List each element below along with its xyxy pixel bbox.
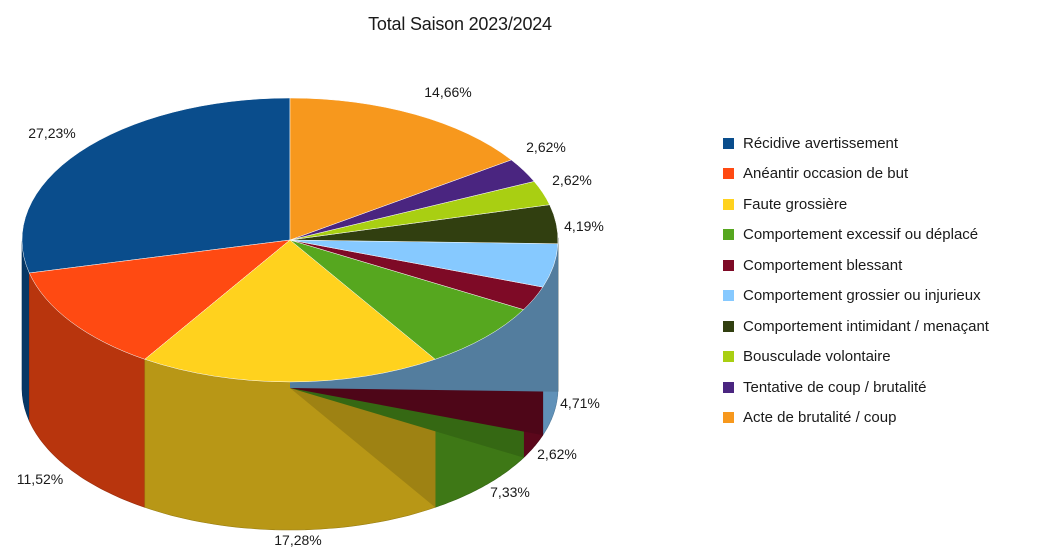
legend-swatch bbox=[723, 259, 734, 271]
data-label-2: 17,28% bbox=[274, 532, 321, 548]
legend-swatch bbox=[723, 137, 734, 149]
data-label-3: 7,33% bbox=[490, 484, 530, 500]
pie-slice-3 bbox=[289, 239, 525, 360]
legend-swatch bbox=[723, 412, 734, 424]
data-label-0: 27,23% bbox=[28, 125, 75, 141]
pie-slice-1 bbox=[28, 239, 291, 360]
legend-swatch bbox=[723, 198, 734, 210]
data-label-4: 2,62% bbox=[537, 446, 577, 462]
legend-item: Faute grossière bbox=[723, 189, 989, 220]
data-label-1: 11,52% bbox=[17, 471, 63, 487]
legend-item: Tentative de coup / brutalité bbox=[723, 372, 989, 403]
legend-label: Acte de brutalité / coup bbox=[743, 409, 897, 427]
pie-slice-9 bbox=[289, 97, 512, 241]
data-label-5: 4,71% bbox=[560, 395, 600, 411]
pie-slice-0 bbox=[21, 97, 291, 274]
legend-label: Faute grossière bbox=[743, 195, 848, 213]
chart-title: Total Saison 2023/2024 bbox=[368, 14, 552, 34]
legend-item: Acte de brutalité / coup bbox=[723, 403, 989, 434]
legend-label: Tentative de coup / brutalité bbox=[743, 378, 927, 396]
legend-label: Anéantir occasion de but bbox=[743, 165, 909, 183]
legend-label: Comportement intimidant / menaçant bbox=[743, 317, 989, 335]
legend-item: Récidive avertissement bbox=[723, 128, 989, 159]
legend-swatch bbox=[723, 381, 734, 393]
legend-label: Comportement excessif ou déplacé bbox=[743, 226, 979, 244]
legend-swatch bbox=[723, 290, 734, 302]
pie-slice-2 bbox=[144, 239, 436, 383]
legend-item: Comportement grossier ou injurieux bbox=[723, 281, 989, 312]
legend-label: Comportement grossier ou injurieux bbox=[743, 287, 981, 305]
legend-item: Bousculade volontaire bbox=[723, 342, 989, 373]
chart-legend: Récidive avertissement Anéantir occasion … bbox=[723, 128, 989, 433]
legend-label: Bousculade volontaire bbox=[743, 348, 891, 366]
legend-swatch bbox=[723, 351, 734, 363]
legend-item: Comportement intimidant / menaçant bbox=[723, 311, 989, 342]
legend-swatch bbox=[723, 320, 734, 332]
data-label-6: 4,19% bbox=[564, 218, 604, 234]
data-label-9: 14,66% bbox=[424, 84, 471, 100]
legend-swatch bbox=[723, 168, 734, 180]
legend-item: Anéantir occasion de but bbox=[723, 159, 989, 190]
legend-item: Comportement excessif ou déplacé bbox=[723, 220, 989, 251]
data-label-8: 2,62% bbox=[526, 139, 566, 155]
legend-label: Récidive avertissement bbox=[743, 134, 899, 152]
legend-item: Comportement blessant bbox=[723, 250, 989, 281]
data-label-7: 2,62% bbox=[552, 172, 592, 188]
legend-swatch bbox=[723, 229, 734, 241]
legend-label: Comportement blessant bbox=[743, 256, 903, 274]
